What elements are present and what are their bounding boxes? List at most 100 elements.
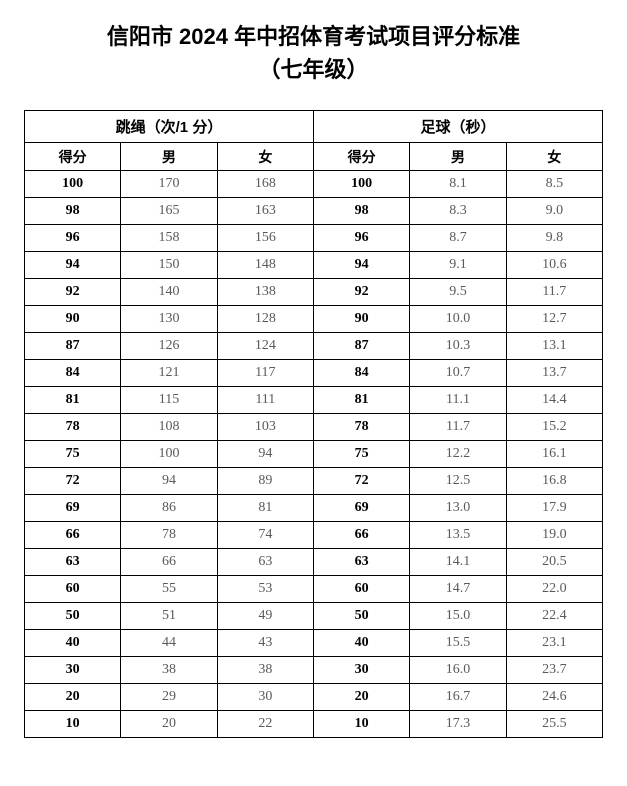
- jr-male-cell: 140: [121, 279, 217, 306]
- fb-male-cell: 13.5: [410, 522, 506, 549]
- table-row: 5051495015.022.4: [25, 603, 603, 630]
- jump-rope-group-header: 跳绳（次/1 分）: [25, 111, 314, 143]
- fb-score-cell: 75: [313, 441, 409, 468]
- fb-score-cell: 10: [313, 711, 409, 738]
- jr-score-cell: 72: [25, 468, 121, 495]
- fb-female-cell: 17.9: [506, 495, 602, 522]
- fb-score-cell: 94: [313, 252, 409, 279]
- title-line-1: 信阳市 2024 年中招体育考试项目评分标准: [24, 20, 603, 53]
- fb-male-cell: 16.0: [410, 657, 506, 684]
- fb-male-cell: 15.0: [410, 603, 506, 630]
- jr-male-cell: 55: [121, 576, 217, 603]
- fb-female-header: 女: [506, 143, 602, 171]
- jr-male-cell: 158: [121, 225, 217, 252]
- fb-score-cell: 50: [313, 603, 409, 630]
- fb-female-cell: 25.5: [506, 711, 602, 738]
- fb-male-cell: 10.7: [410, 360, 506, 387]
- jr-male-cell: 51: [121, 603, 217, 630]
- sub-header-row: 得分 男 女 得分 男 女: [25, 143, 603, 171]
- jr-score-cell: 81: [25, 387, 121, 414]
- jr-male-cell: 78: [121, 522, 217, 549]
- jr-score-cell: 10: [25, 711, 121, 738]
- table-row: 6678746613.519.0: [25, 522, 603, 549]
- fb-female-cell: 16.1: [506, 441, 602, 468]
- fb-female-cell: 15.2: [506, 414, 602, 441]
- jr-score-cell: 69: [25, 495, 121, 522]
- fb-score-cell: 78: [313, 414, 409, 441]
- jr-score-cell: 50: [25, 603, 121, 630]
- fb-female-cell: 22.0: [506, 576, 602, 603]
- jr-score-cell: 94: [25, 252, 121, 279]
- jr-female-cell: 81: [217, 495, 313, 522]
- table-row: 2029302016.724.6: [25, 684, 603, 711]
- jr-score-cell: 100: [25, 171, 121, 198]
- fb-female-cell: 8.5: [506, 171, 602, 198]
- table-row: 75100947512.216.1: [25, 441, 603, 468]
- table-row: 92140138929.511.7: [25, 279, 603, 306]
- jr-score-header: 得分: [25, 143, 121, 171]
- table-row: 3038383016.023.7: [25, 657, 603, 684]
- fb-female-cell: 9.0: [506, 198, 602, 225]
- jr-female-header: 女: [217, 143, 313, 171]
- jr-score-cell: 40: [25, 630, 121, 657]
- jr-male-cell: 126: [121, 333, 217, 360]
- fb-female-cell: 10.6: [506, 252, 602, 279]
- table-row: 1001701681008.18.5: [25, 171, 603, 198]
- jr-female-cell: 63: [217, 549, 313, 576]
- fb-male-header: 男: [410, 143, 506, 171]
- fb-score-cell: 98: [313, 198, 409, 225]
- jr-male-cell: 108: [121, 414, 217, 441]
- fb-score-cell: 81: [313, 387, 409, 414]
- jr-male-cell: 100: [121, 441, 217, 468]
- jr-score-cell: 60: [25, 576, 121, 603]
- fb-female-cell: 22.4: [506, 603, 602, 630]
- table-row: 4044434015.523.1: [25, 630, 603, 657]
- table-row: 901301289010.012.7: [25, 306, 603, 333]
- jr-score-cell: 84: [25, 360, 121, 387]
- table-row: 811151118111.114.4: [25, 387, 603, 414]
- jr-score-cell: 30: [25, 657, 121, 684]
- fb-male-cell: 16.7: [410, 684, 506, 711]
- jr-male-cell: 44: [121, 630, 217, 657]
- fb-score-cell: 20: [313, 684, 409, 711]
- jr-score-cell: 20: [25, 684, 121, 711]
- fb-female-cell: 14.4: [506, 387, 602, 414]
- jr-female-cell: 43: [217, 630, 313, 657]
- jr-male-cell: 170: [121, 171, 217, 198]
- jr-male-header: 男: [121, 143, 217, 171]
- fb-male-cell: 10.3: [410, 333, 506, 360]
- jr-female-cell: 22: [217, 711, 313, 738]
- table-row: 7294897212.516.8: [25, 468, 603, 495]
- jr-male-cell: 38: [121, 657, 217, 684]
- jr-score-cell: 78: [25, 414, 121, 441]
- fb-male-cell: 12.5: [410, 468, 506, 495]
- jr-female-cell: 38: [217, 657, 313, 684]
- table-row: 6366636314.120.5: [25, 549, 603, 576]
- fb-male-cell: 10.0: [410, 306, 506, 333]
- fb-score-cell: 87: [313, 333, 409, 360]
- jr-score-cell: 66: [25, 522, 121, 549]
- jr-male-cell: 20: [121, 711, 217, 738]
- jr-female-cell: 94: [217, 441, 313, 468]
- fb-male-cell: 9.5: [410, 279, 506, 306]
- fb-female-cell: 13.7: [506, 360, 602, 387]
- table-row: 841211178410.713.7: [25, 360, 603, 387]
- table-row: 1020221017.325.5: [25, 711, 603, 738]
- fb-male-cell: 15.5: [410, 630, 506, 657]
- jr-score-cell: 63: [25, 549, 121, 576]
- fb-score-cell: 90: [313, 306, 409, 333]
- jr-female-cell: 103: [217, 414, 313, 441]
- jr-female-cell: 74: [217, 522, 313, 549]
- fb-male-cell: 8.1: [410, 171, 506, 198]
- fb-female-cell: 13.1: [506, 333, 602, 360]
- table-row: 781081037811.715.2: [25, 414, 603, 441]
- table-row: 871261248710.313.1: [25, 333, 603, 360]
- jr-male-cell: 94: [121, 468, 217, 495]
- fb-score-cell: 72: [313, 468, 409, 495]
- fb-score-cell: 66: [313, 522, 409, 549]
- jr-female-cell: 111: [217, 387, 313, 414]
- fb-female-cell: 19.0: [506, 522, 602, 549]
- jr-female-cell: 117: [217, 360, 313, 387]
- table-row: 6986816913.017.9: [25, 495, 603, 522]
- fb-female-cell: 16.8: [506, 468, 602, 495]
